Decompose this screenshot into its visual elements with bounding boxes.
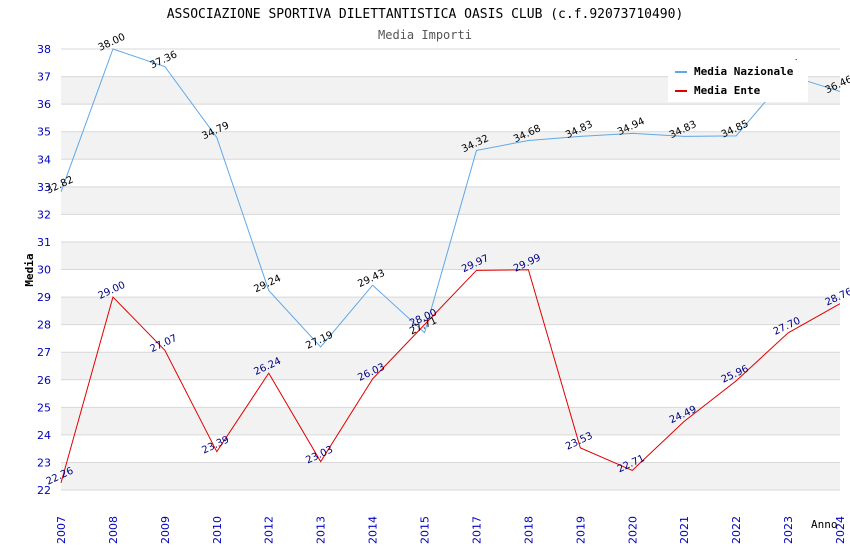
grid-band — [61, 324, 840, 353]
grid-band — [61, 186, 840, 215]
grid-band — [61, 434, 840, 463]
grid-band — [61, 462, 840, 490]
x-tick-label: 2018 — [522, 516, 535, 544]
x-tick-label: 2017 — [470, 516, 483, 544]
x-tick-label: 2014 — [367, 516, 380, 544]
grid-band — [61, 104, 840, 132]
x-tick-label: 2013 — [315, 516, 328, 544]
y-tick-label: 38 — [37, 43, 51, 56]
y-tick-label: 32 — [37, 208, 51, 221]
chart-title: ASSOCIAZIONE SPORTIVA DILETTANTISTICA OA… — [167, 7, 684, 22]
x-tick-label: 2015 — [419, 516, 432, 544]
y-tick-label: 23 — [37, 456, 51, 469]
x-tick-label: 2019 — [574, 516, 587, 544]
grid-band — [61, 352, 840, 380]
x-tick-label: 2024 — [834, 516, 847, 544]
x-tick-label: 2022 — [730, 516, 743, 544]
x-tick-label: 2020 — [626, 516, 639, 544]
y-tick-label: 35 — [37, 126, 51, 139]
series-lines — [60, 48, 841, 483]
legend-box — [668, 60, 808, 102]
y-tick-label: 29 — [37, 291, 51, 304]
y-tick-label: 34 — [37, 153, 51, 166]
y-tick-label: 36 — [37, 98, 51, 111]
y-tick-label: 30 — [37, 264, 51, 277]
grid-band — [61, 214, 840, 242]
y-tick-label: 28 — [37, 319, 51, 332]
x-axis-label: Anno — [811, 518, 838, 531]
y-tick-label: 26 — [37, 374, 51, 387]
chart-subtitle: Media Importi — [378, 28, 472, 42]
grid-band — [61, 241, 840, 270]
y-axis-label: Media — [23, 253, 36, 286]
legend: Media Nazionale Media Ente — [668, 60, 808, 102]
y-tick-label: 25 — [37, 401, 51, 414]
series-line-ente — [60, 269, 841, 483]
grid-band — [61, 269, 840, 298]
y-tick-label: 27 — [37, 346, 51, 359]
y-tick-label: 24 — [37, 429, 51, 442]
plot-background — [61, 48, 840, 491]
y-tick-label: 31 — [37, 236, 51, 249]
legend-label-nazionale: Media Nazionale — [694, 65, 794, 78]
x-axis: 2007 2008 2009 2010 2012 2013 2014 2015 2017 2018… — [55, 516, 847, 544]
grid-band — [61, 379, 840, 408]
x-tick-label: 2007 — [55, 516, 68, 544]
grid-band — [61, 297, 840, 325]
legend-label-ente: Media Ente — [694, 84, 761, 97]
x-tick-label: 2009 — [159, 516, 172, 544]
grid-band — [61, 407, 840, 435]
y-tick-label: 33 — [37, 181, 51, 194]
series-line-nazionale — [60, 48, 841, 348]
grid-band — [61, 159, 840, 187]
x-tick-label: 2008 — [107, 516, 120, 544]
y-tick-label: 22 — [37, 484, 51, 497]
x-tick-label: 2012 — [263, 516, 276, 544]
x-tick-label: 2010 — [211, 516, 224, 544]
x-tick-label: 2021 — [678, 516, 691, 544]
x-tick-label: 2023 — [782, 516, 795, 544]
y-tick-label: 37 — [37, 71, 51, 84]
y-axis: 22 23 24 25 26 27 28 29 30 31 32 33 34 35 36 37 38 — [37, 43, 51, 497]
